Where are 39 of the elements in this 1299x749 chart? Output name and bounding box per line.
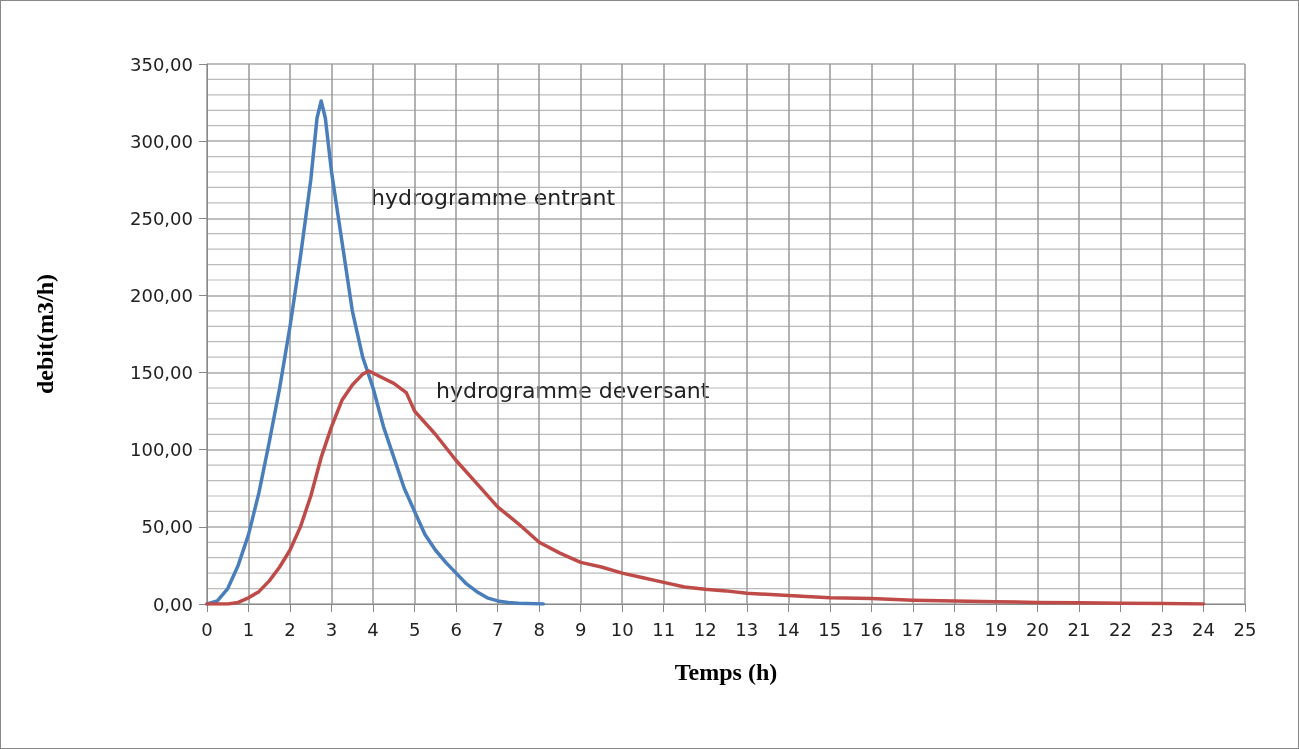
y-tick-label: 150,00 [130,362,193,384]
x-tick-label: 4 [367,618,379,640]
x-axis-title: Temps (h) [674,659,778,685]
x-tick-label: 16 [859,618,883,640]
x-tick-label: 21 [1067,618,1091,640]
y-tick-label: 350,00 [130,53,193,75]
x-tick-label: 18 [942,618,966,640]
x-tick-label: 17 [901,618,925,640]
y-tick-label: 250,00 [130,207,193,229]
x-tick-label: 0 [201,618,213,640]
x-tick-label: 25 [1233,618,1257,640]
series-label: hydrogramme entrant [371,184,616,210]
x-tick-label: 9 [574,618,587,640]
x-tick-label: 5 [408,618,421,640]
y-tick-label: 50,00 [141,516,193,538]
x-tick-label: 2 [284,618,296,640]
x-tick-label: 6 [450,618,462,640]
y-tick-label: 200,00 [130,284,193,306]
x-tick-label: 13 [735,618,759,640]
x-tick-label: 22 [1108,618,1132,640]
series-label: hydrogramme deversant [436,377,710,403]
line-series [205,369,1206,606]
y-axis-title: debit(m3/h) [32,274,58,394]
x-tick-label: 15 [818,618,842,640]
x-tick-label: 7 [491,618,504,640]
y-tick-label: 100,00 [130,439,193,461]
x-tick-label: 12 [693,618,717,640]
x-tick-label: 3 [325,618,338,640]
x-tick-label: 20 [1025,618,1049,640]
y-tick-label: 0,00 [152,593,193,615]
x-tick-label: 23 [1150,618,1174,640]
x-tick-label: 10 [610,618,634,640]
x-tick-label: 19 [984,618,1008,640]
x-tick-label: 11 [652,618,676,640]
x-tick-label: 8 [533,618,545,640]
x-tick-label: 24 [1192,618,1215,640]
x-tick-label: 14 [776,618,800,640]
y-tick-label: 300,00 [130,130,193,152]
x-tick-label: 1 [242,618,255,640]
